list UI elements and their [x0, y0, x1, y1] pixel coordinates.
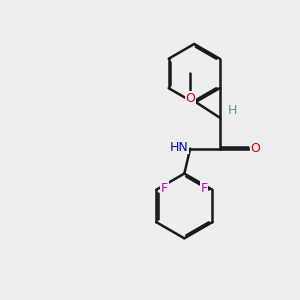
Text: F: F	[161, 182, 168, 195]
Text: O: O	[251, 142, 260, 155]
Text: HN: HN	[170, 141, 189, 154]
Text: H: H	[227, 104, 237, 117]
Text: O: O	[185, 92, 195, 105]
Text: F: F	[201, 182, 208, 195]
